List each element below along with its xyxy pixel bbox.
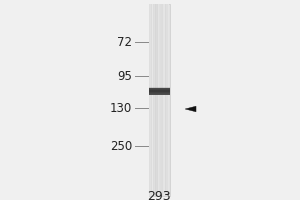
Text: 72: 72	[117, 36, 132, 48]
Bar	[160, 4, 161, 196]
Bar	[150, 4, 151, 196]
Text: 95: 95	[117, 70, 132, 82]
Bar	[164, 4, 165, 196]
Bar	[155, 4, 156, 196]
Bar	[157, 4, 158, 196]
Bar	[156, 4, 157, 196]
Bar	[148, 91, 170, 93]
Bar	[148, 90, 170, 92]
Bar	[154, 4, 155, 196]
Bar	[148, 88, 170, 95]
Text: 130: 130	[110, 102, 132, 114]
Bar	[153, 4, 154, 196]
Bar	[154, 4, 155, 196]
Bar	[168, 4, 169, 196]
Bar	[162, 4, 163, 196]
Bar	[163, 4, 164, 196]
Bar	[160, 4, 161, 196]
Bar	[148, 4, 149, 196]
Bar	[148, 89, 170, 91]
Bar	[158, 4, 159, 196]
Bar	[167, 4, 168, 196]
Polygon shape	[185, 106, 196, 112]
Bar	[148, 4, 170, 196]
Bar	[161, 4, 162, 196]
Text: 250: 250	[110, 140, 132, 152]
Bar	[166, 4, 167, 196]
Bar	[148, 92, 170, 94]
Bar	[165, 4, 166, 196]
Text: 293: 293	[147, 190, 171, 200]
Bar	[169, 4, 170, 196]
Bar	[148, 93, 170, 95]
Bar	[159, 4, 160, 196]
Bar	[148, 88, 170, 90]
Bar	[152, 4, 153, 196]
Bar	[151, 4, 152, 196]
Bar	[149, 4, 150, 196]
Bar	[148, 87, 170, 89]
